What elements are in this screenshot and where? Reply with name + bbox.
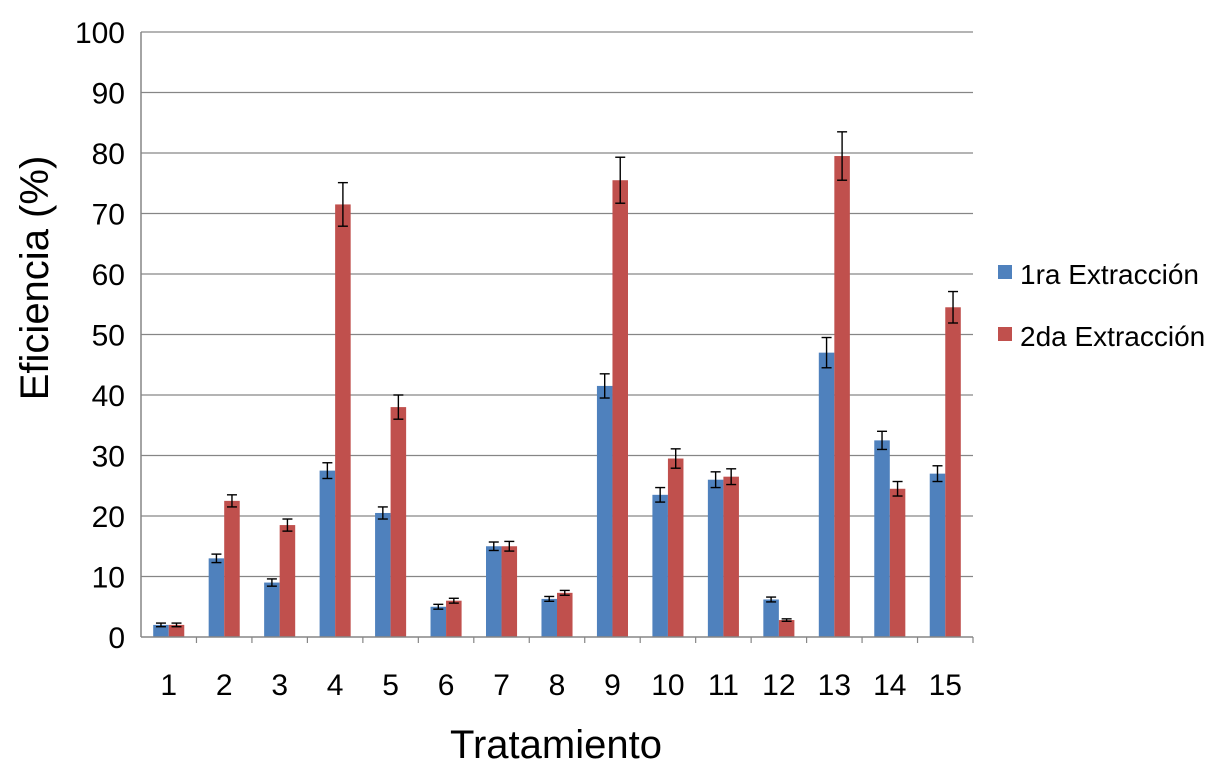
bar-series1 (486, 546, 502, 637)
y-tick-label: 30 (92, 441, 125, 474)
bar-series1 (874, 440, 890, 637)
gridlines (141, 31, 973, 578)
y-tick-label: 10 (92, 562, 125, 595)
bar-series2 (834, 156, 850, 637)
bar-series1 (652, 494, 668, 637)
bar-series2 (667, 458, 684, 637)
x-tick-label: 12 (762, 669, 795, 702)
bar-series2 (612, 180, 628, 637)
y-axis-title: Eficiencia (%) (13, 156, 57, 401)
legend-label: 2da Extracción (1020, 321, 1205, 352)
x-tick-label: 3 (271, 669, 288, 702)
x-tick-label: 4 (327, 669, 344, 702)
x-tick-label: 7 (493, 669, 510, 702)
bar-series2 (889, 488, 906, 637)
x-tick-label: 1 (160, 669, 177, 702)
bar-series1 (541, 598, 557, 637)
error-bars (155, 131, 959, 628)
bar-series2 (335, 204, 351, 638)
x-tick-label: 10 (651, 669, 684, 702)
legend-swatch (998, 327, 1012, 341)
y-tick-label: 70 (92, 199, 125, 232)
x-tick-label: 13 (818, 669, 851, 702)
x-tick-label: 9 (604, 669, 621, 702)
bar-series1 (319, 470, 336, 637)
legend: 1ra Extracción 2da Extracción (998, 259, 1205, 352)
x-tick-label: 6 (438, 669, 455, 702)
bar-series2 (279, 525, 296, 637)
bar-series2 (723, 476, 739, 637)
legend-label: 1ra Extracción (1020, 259, 1199, 290)
x-tick-label: 5 (382, 669, 399, 702)
bar-series2 (778, 620, 795, 637)
bar-series1 (929, 473, 946, 637)
y-tick-label: 90 (92, 78, 125, 111)
y-tick-label: 60 (92, 259, 125, 292)
bar-series1 (264, 582, 280, 637)
x-axis-title: Tratamiento (450, 723, 662, 767)
bar-series2 (557, 592, 573, 637)
y-tick-label: 50 (92, 320, 125, 353)
x-tick-label: 15 (929, 669, 962, 702)
bar-series1 (153, 624, 169, 637)
x-tick-label: 2 (216, 669, 233, 702)
legend-swatch (998, 265, 1012, 279)
bar-series1 (763, 599, 779, 637)
bar-series1 (375, 512, 391, 637)
x-tick-label: 11 (708, 669, 739, 702)
bars (153, 156, 961, 638)
y-tick-label: 20 (92, 501, 125, 534)
bar-series2 (945, 307, 961, 637)
bar-series2 (390, 407, 407, 637)
y-tick-label: 80 (92, 138, 125, 171)
bar-series1 (707, 479, 724, 637)
bar-series2 (446, 600, 462, 637)
x-tick-label: 14 (873, 669, 906, 702)
bar-series1 (430, 606, 447, 637)
bar-series1 (208, 558, 225, 637)
bar-series1 (596, 385, 613, 637)
y-tick-label: 40 (92, 380, 125, 413)
bar-series2 (168, 624, 185, 637)
bar-series2 (224, 500, 240, 637)
bar-series1 (818, 352, 835, 637)
y-tick-label: 100 (75, 17, 125, 50)
y-tick-label: 0 (108, 622, 125, 655)
x-tick-label: 8 (549, 669, 566, 702)
bar-series2 (501, 546, 518, 637)
